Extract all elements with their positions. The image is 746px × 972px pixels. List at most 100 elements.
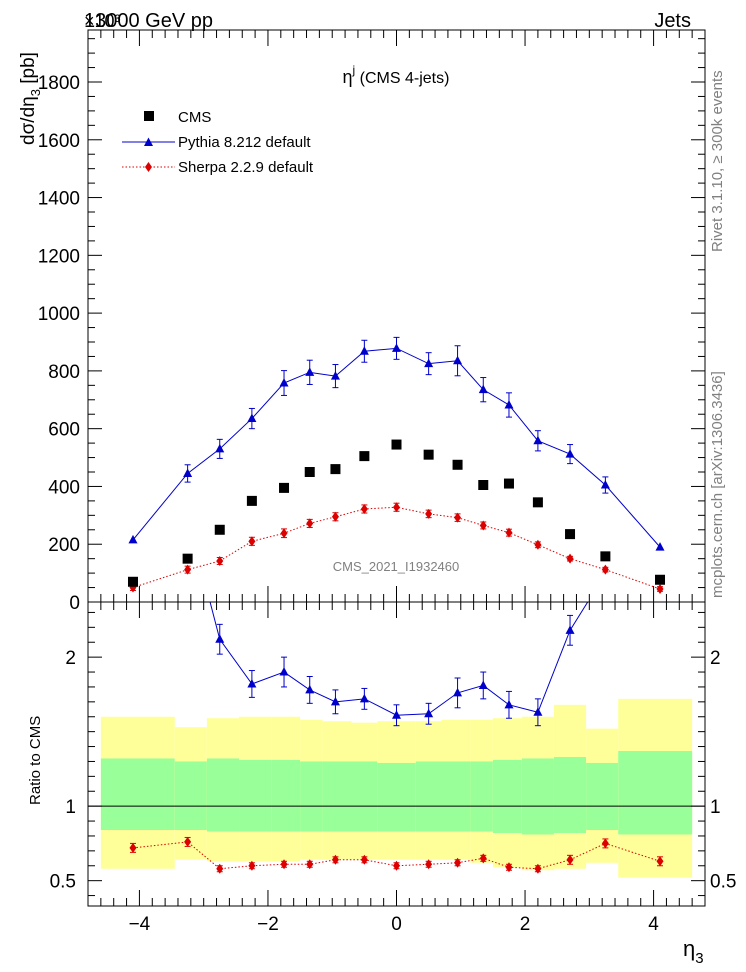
cms-point	[532, 497, 543, 508]
sherpa-point	[656, 584, 664, 594]
cms-point	[330, 464, 341, 475]
pythia-point	[600, 480, 610, 489]
sherpa-ratio-point	[129, 842, 137, 853]
sherpa-point	[534, 539, 542, 550]
sherpa-point	[306, 518, 314, 529]
pythia-ratio-point	[128, 496, 137, 505]
legend-pythia-label: Pythia 8.212 default	[178, 134, 311, 151]
sherpa-point	[601, 564, 609, 575]
legend-cms-marker	[144, 111, 154, 121]
sherpa-ratio-point	[534, 863, 542, 874]
pythia-ratio-point	[392, 710, 401, 719]
pythia-ratio-point	[424, 708, 434, 718]
sherpa-ratio-point	[184, 836, 192, 847]
ratio-y-tick-label: 1	[65, 797, 76, 818]
sherpa-line	[132, 506, 661, 590]
pythia-ratio-point	[533, 707, 543, 716]
pythia-ratio-point	[183, 511, 192, 519]
pythia-point	[565, 449, 575, 458]
main-panel-data	[127, 336, 666, 594]
stat-band-bin	[322, 761, 352, 832]
sherpa-point	[331, 511, 339, 522]
stat-band-bin	[351, 761, 378, 832]
x-axis-label: η3	[683, 936, 704, 967]
ratio-y-tick-label: 0.5	[50, 872, 76, 893]
main-y-tick-label: 200	[48, 535, 80, 556]
main-y-tick-label: 1800	[38, 73, 80, 94]
main-y-tick-label: 1400	[38, 189, 80, 210]
pythia-point	[279, 378, 289, 387]
rivet-label: Rivet 3.1.10, ≥ 300k events	[709, 70, 726, 252]
cms-point	[503, 478, 514, 489]
cms-point	[478, 480, 489, 490]
sherpa-ratio-point	[566, 854, 574, 865]
pythia-point	[359, 346, 369, 355]
stat-band-bin	[239, 759, 272, 832]
pythia-point	[330, 371, 340, 380]
pythia-ratio-point	[305, 684, 315, 694]
sherpa-ratio-point	[360, 854, 368, 865]
sherpa-ratio-point	[331, 854, 339, 865]
sherpa-point	[479, 520, 487, 531]
main-y-tick-label: 800	[48, 362, 80, 383]
stat-band-bin	[377, 762, 416, 832]
pythia-ratio-point	[330, 696, 340, 706]
stat-band-bin	[521, 758, 554, 835]
analysis-watermark: CMS_2021_I1932460	[333, 559, 460, 574]
stat-band-bin	[441, 761, 471, 832]
pythia-point	[215, 443, 225, 453]
pythia-point	[128, 534, 138, 544]
stat-band-bin	[492, 759, 522, 833]
sherpa-ratio-point	[306, 859, 314, 870]
sherpa-ratio-point	[216, 863, 224, 874]
y-axis-multiplier: ×10³	[84, 11, 121, 31]
ratio-y-tick-label-right: 0.5	[710, 872, 736, 893]
axes: 0 200 400 600 800 1000 1200 1400 1600 1800 −4 −2 0 2 4…	[38, 29, 736, 935]
sherpa-point	[566, 553, 574, 564]
ratio-panel-data	[128, 496, 664, 874]
sherpa-ratio-point	[601, 838, 609, 849]
pythia-ratio-point	[247, 678, 257, 688]
cms-point	[304, 467, 315, 477]
cms-point	[391, 439, 402, 450]
sherpa-point	[280, 528, 288, 539]
main-y-tick-label: 600	[48, 420, 80, 441]
cms-point	[452, 459, 463, 470]
pythia-point	[453, 355, 463, 365]
mcplots-label: mcplots.cern.ch [arXiv:1306.3436]	[709, 371, 726, 598]
main-panel-title: ηj (CMS 4-jets)	[343, 63, 450, 87]
pythia-point	[478, 384, 488, 394]
sherpa-point	[393, 502, 400, 513]
sherpa-point	[505, 527, 513, 538]
sherpa-ratio-point	[425, 859, 433, 870]
x-tick-label: −2	[257, 914, 279, 935]
pythia-point	[655, 542, 665, 551]
sherpa-ratio-point	[656, 856, 664, 867]
process-label: 13000 GeV pp	[84, 10, 213, 32]
pythia-point	[247, 413, 257, 423]
stat-band-bin	[100, 758, 175, 830]
cms-point	[423, 449, 434, 460]
pythia-point	[424, 358, 434, 368]
stat-band-bin	[174, 761, 207, 830]
x-tick-label: 0	[391, 914, 402, 935]
main-y-axis-label: dσ/dη3 [pb]	[18, 52, 43, 145]
pythia-ratio-point	[565, 625, 575, 634]
stat-band-bin	[618, 751, 693, 835]
main-y-tick-label: 400	[48, 477, 80, 498]
x-tick-label: 2	[520, 914, 531, 935]
pythia-point	[183, 468, 193, 477]
sherpa-point	[454, 512, 462, 523]
cms-point	[565, 529, 576, 540]
cms-point	[246, 495, 257, 506]
main-y-tick-label: 1600	[38, 131, 80, 152]
sherpa-point	[184, 564, 192, 575]
legend-pythia-marker	[144, 137, 153, 146]
cms-point	[279, 482, 290, 493]
stat-band-bin	[206, 758, 240, 832]
main-y-tick-label: 1000	[38, 304, 80, 325]
category-label: Jets	[654, 10, 691, 32]
sherpa-ratio-point	[454, 857, 462, 868]
sherpa-ratio-point	[505, 862, 513, 873]
